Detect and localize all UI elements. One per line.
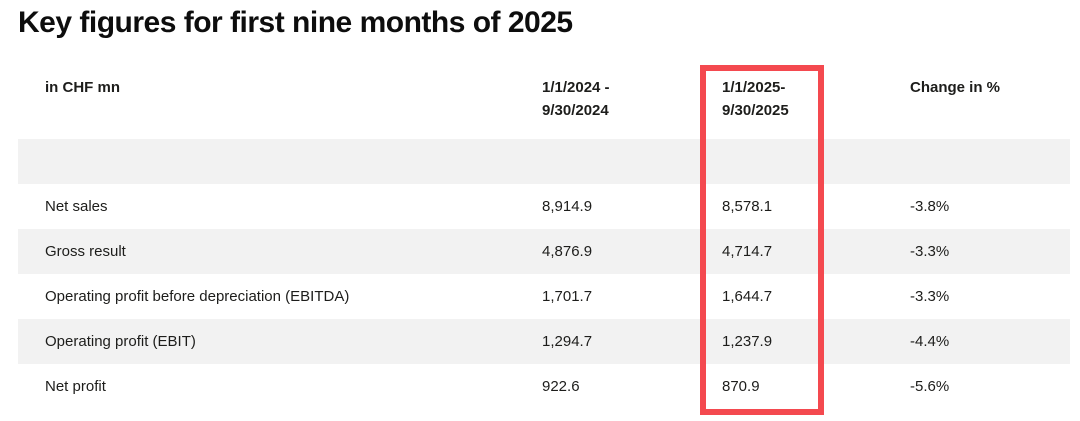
column-header-line1: 1/1/2025- [722,79,786,96]
cell-prev-period: 8,914.9 [542,198,593,215]
row-label: Gross result [45,243,126,260]
row-label: Operating profit before depreciation (EB… [45,288,350,305]
cell-prev-period: 1,294.7 [542,333,593,350]
page-title: Key figures for first nine months of 202… [18,6,573,39]
cell-prev-period: 922.6 [542,378,580,395]
column-header-period-2025: 1/1/2025- 9/30/2025 [722,76,910,122]
cell-curr-period: 4,714.7 [722,243,773,260]
cell-change: -4.4% [910,333,950,350]
column-header-unit: in CHF mn [45,79,120,96]
cell-curr-period: 8,578.1 [722,198,773,215]
table-row: Operating profit before depreciation (EB… [18,274,1070,319]
table-body: Net sales 8,914.9 8,578.1 -3.8% Gross re… [18,184,1070,409]
column-header-change: Change in % [910,76,1070,122]
row-label: Net profit [45,378,106,395]
row-label: Operating profit (EBIT) [45,333,196,350]
cell-curr-period: 870.9 [722,378,760,395]
table-header-row: in CHF mn 1/1/2024 - 9/30/2024 1/1/2025-… [18,76,1070,122]
cell-change: -5.6% [910,378,950,395]
cell-change: -3.3% [910,288,950,305]
cell-change: -3.8% [910,198,950,215]
cell-curr-period: 1,644.7 [722,288,773,305]
cell-curr-period: 1,237.9 [722,333,773,350]
table-spacer-row [18,139,1070,184]
column-header-line2: 9/30/2024 [542,102,609,119]
table-row: Operating profit (EBIT) 1,294.7 1,237.9 … [18,319,1070,364]
column-header-line1: 1/1/2024 - [542,79,610,96]
cell-change: -3.3% [910,243,950,260]
column-header-period-2024: 1/1/2024 - 9/30/2024 [542,76,722,122]
column-header-line2: 9/30/2025 [722,102,789,119]
table-row: Net profit 922.6 870.9 -5.6% [18,364,1070,409]
cell-prev-period: 1,701.7 [542,288,593,305]
row-label: Net sales [45,198,108,215]
table-row: Gross result 4,876.9 4,714.7 -3.3% [18,229,1070,274]
table-row: Net sales 8,914.9 8,578.1 -3.8% [18,184,1070,229]
column-header-line1: Change in % [910,79,1001,96]
cell-prev-period: 4,876.9 [542,243,593,260]
